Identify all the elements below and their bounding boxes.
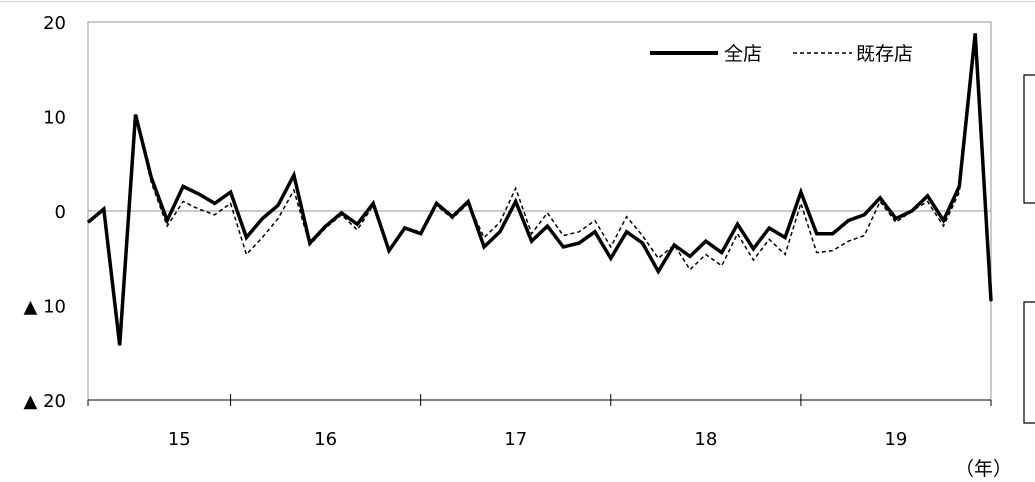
y-tick-label: ▲ 10 [24, 297, 66, 318]
x-axis-unit-label: （年） [955, 458, 1012, 480]
side-box-bottom [1023, 301, 1035, 424]
x-tick-label: 16 [314, 429, 337, 450]
series-line-existing-stores [87, 35, 992, 348]
y-tick-label: 20 [43, 13, 66, 34]
legend-label-existing-stores: 既存店 [856, 43, 913, 65]
x-tick-label: 17 [504, 429, 527, 450]
y-tick-label: ▲ 20 [24, 391, 66, 412]
series-layer [86, 33, 993, 348]
x-axis-ticks: 15 16 17 18 19 [87, 394, 992, 450]
side-box-top [1023, 74, 1035, 204]
x-tick-label: 15 [168, 429, 191, 450]
x-tick-label: 18 [694, 429, 717, 450]
series-line-all-stores [86, 33, 993, 346]
y-tick-label: 10 [43, 108, 66, 129]
legend-label-all-stores: 全店 [724, 43, 762, 65]
x-tick-label: 19 [884, 429, 907, 450]
legend: 全店 既存店 [650, 43, 913, 65]
y-tick-label: 0 [55, 202, 66, 223]
y-axis-tick-labels: 20 10 0 ▲ 10 ▲ 20 [24, 13, 66, 412]
